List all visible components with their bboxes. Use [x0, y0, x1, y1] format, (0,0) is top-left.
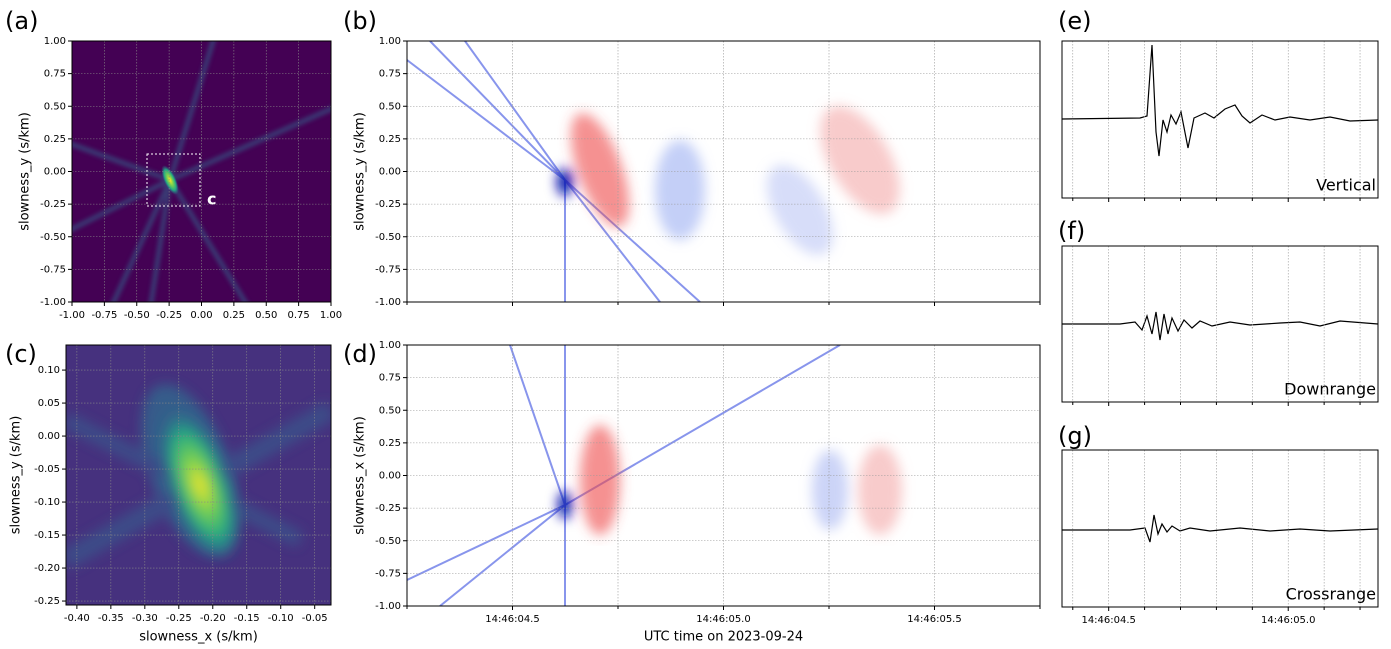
y-tick-label: 0.10	[38, 365, 60, 376]
y-tick-label: 0.25	[379, 438, 401, 449]
y-tick-label: 0.75	[44, 69, 66, 80]
y-axis-label: slowness_x (s/km)	[353, 416, 368, 535]
x-tick-label: 14:46:05.0	[696, 614, 750, 625]
y-axis-label: slowness_y (s/km)	[353, 112, 368, 231]
plot-frame	[71, 40, 332, 303]
y-tick-label: -0.50	[375, 536, 401, 547]
y-tick-label: -0.25	[40, 199, 66, 210]
x-tick-label: -0.35	[98, 613, 124, 624]
x-tick-label: -0.50	[124, 310, 150, 321]
y-tick-label: -0.50	[40, 232, 66, 243]
y-tick-label: -1.00	[375, 601, 401, 612]
x-tick-label: 14:46:04.5	[485, 614, 539, 625]
x-tick-label: 0.00	[190, 310, 212, 321]
plot-frame	[406, 344, 1041, 607]
y-tick-label: 0.50	[379, 101, 401, 112]
x-tick-label: -0.40	[64, 613, 90, 624]
y-tick-label: -0.25	[375, 503, 401, 514]
x-tick-label: 14:46:05.5	[907, 614, 961, 625]
x-tick-label: -1.00	[59, 310, 85, 321]
y-tick-label: 0.00	[44, 167, 66, 178]
x-tick-label: 14:46:05.0	[1261, 615, 1315, 626]
waveform-e	[1061, 44, 1379, 157]
y-tick-label: -0.25	[375, 199, 401, 210]
heatmap-c	[66, 345, 331, 605]
y-tick-label: -0.05	[34, 464, 60, 475]
panel-label: (e)	[1058, 7, 1092, 35]
y-tick-label: 0.75	[379, 373, 401, 384]
annotation: c	[207, 190, 216, 209]
y-tick-label: 0.00	[379, 471, 401, 482]
x-tick-label: -0.25	[156, 310, 182, 321]
y-tick-label: 0.75	[379, 69, 401, 80]
plot-frame	[1061, 245, 1379, 403]
component-label: Downrange	[1284, 380, 1376, 399]
y-tick-label: -0.75	[375, 568, 401, 579]
x-tick-label: -0.25	[166, 613, 192, 624]
plot-frame	[1061, 449, 1379, 608]
x-tick-label: -0.10	[268, 613, 294, 624]
y-axis-label: slowness_y (s/km)	[9, 416, 24, 535]
x-tick-label: -0.30	[132, 613, 158, 624]
y-tick-label: -0.20	[34, 563, 60, 574]
x-tick-label: 0.25	[223, 310, 245, 321]
panel-label: (a)	[5, 7, 38, 35]
y-tick-label: -0.10	[34, 497, 60, 508]
waveform-g	[1062, 514, 1379, 543]
heatmap-a	[72, 41, 331, 302]
y-tick-label: -0.50	[375, 232, 401, 243]
component-label: Crossrange	[1286, 585, 1376, 604]
component-label: Vertical	[1316, 176, 1376, 195]
y-tick-label: 0.05	[38, 398, 60, 409]
y-tick-label: 0.50	[44, 101, 66, 112]
plot-frame	[65, 344, 332, 606]
x-tick-label: 0.50	[255, 310, 277, 321]
y-tick-label: 0.00	[38, 431, 60, 442]
y-tick-label: 1.00	[379, 36, 401, 47]
panel-label: (c)	[5, 340, 37, 368]
panel-label: (g)	[1058, 422, 1092, 450]
y-tick-label: 0.25	[44, 134, 66, 145]
y-tick-label: -1.00	[40, 297, 66, 308]
y-tick-label: -1.00	[375, 297, 401, 308]
y-tick-label: -0.15	[34, 530, 60, 541]
y-tick-label: 0.00	[379, 167, 401, 178]
x-tick-label: -0.05	[302, 613, 328, 624]
panel-label: (d)	[343, 340, 377, 368]
x-axis-label: slowness_x (s/km)	[139, 630, 258, 645]
y-tick-label: 1.00	[379, 340, 401, 351]
y-tick-label: 1.00	[44, 36, 66, 47]
y-tick-label: -0.75	[375, 264, 401, 275]
x-tick-label: 0.75	[287, 310, 309, 321]
x-tick-label: -0.15	[234, 613, 260, 624]
x-tick-label: 14:46:04.5	[1081, 615, 1135, 626]
x-tick-label: -0.20	[200, 613, 226, 624]
y-axis-label: slowness_y (s/km)	[18, 112, 33, 231]
panel-label: (b)	[343, 7, 377, 35]
y-tick-label: 0.50	[379, 405, 401, 416]
panel-label: (f)	[1058, 217, 1085, 245]
x-axis-label: UTC time on 2023-09-24	[644, 630, 803, 645]
waveform-f	[1062, 311, 1379, 341]
plot-frame	[406, 40, 1041, 303]
plot-frame	[1061, 40, 1379, 199]
y-tick-label: 0.25	[379, 134, 401, 145]
x-tick-label: 1.00	[320, 310, 342, 321]
y-tick-label: -0.75	[40, 264, 66, 275]
y-tick-label: -0.25	[34, 596, 60, 607]
x-tick-label: -0.75	[91, 310, 117, 321]
